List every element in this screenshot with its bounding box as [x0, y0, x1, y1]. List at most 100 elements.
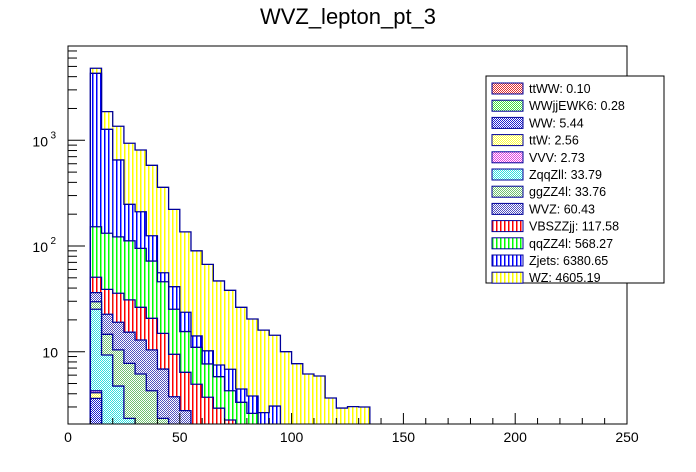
- bar: [269, 406, 281, 424]
- series-WW: [89, 397, 103, 424]
- series-outline: [89, 397, 103, 424]
- legend-label: VBSZZjj: 117.58: [529, 220, 619, 234]
- legend-swatch: [491, 134, 524, 147]
- bar: [168, 354, 180, 424]
- x-tick-label: 50: [172, 429, 188, 445]
- legend-item-WWjjEWK6: WWjjEWK6: 0.28: [491, 99, 625, 113]
- legend-item-VVV: VVV: 2.73: [491, 151, 585, 165]
- series-outline: [89, 291, 192, 424]
- bar: [235, 402, 247, 424]
- legend-item-WW: WW: 5.44: [491, 116, 584, 130]
- bar: [213, 280, 225, 424]
- bar: [224, 419, 236, 424]
- bar: [358, 406, 370, 424]
- legend-item-ZqqZll: ZqqZll: 33.79: [491, 168, 602, 182]
- legend-label: qqZZ4l: 568.27: [529, 237, 613, 251]
- legend-item-qqZZ4l: qqZZ4l: 568.27: [491, 237, 613, 251]
- bar: [135, 374, 147, 424]
- bar: [280, 351, 292, 424]
- series-outline: [89, 67, 371, 424]
- series-outline: [89, 308, 136, 424]
- legend-label: ZqqZll: 33.79: [529, 168, 602, 182]
- legend-swatch: [491, 237, 524, 250]
- bar: [258, 412, 270, 424]
- bar: [202, 264, 214, 424]
- legend-item-ttW: ttW: 2.56: [491, 134, 579, 148]
- histogram-bars: [89, 67, 371, 425]
- bar: [258, 330, 270, 424]
- y-tick-exponent: 2: [50, 236, 56, 247]
- bar: [157, 369, 169, 424]
- bar: [202, 397, 214, 424]
- legend-swatch: [491, 220, 524, 233]
- legend-label: Zjets: 6380.65: [529, 254, 608, 268]
- legend-swatch: [491, 254, 524, 267]
- y-tick-label: 10: [32, 239, 48, 255]
- legend-label: WVZ: 60.43: [529, 202, 595, 216]
- legend-label: WZ: 4605.19: [529, 271, 601, 285]
- x-tick-label: 250: [615, 429, 639, 445]
- series-outline: [89, 72, 282, 424]
- series-outline: [89, 226, 259, 424]
- legend-swatch: [491, 168, 524, 181]
- bar: [112, 386, 124, 424]
- legend-swatch: [491, 116, 524, 129]
- x-tick-label: 200: [504, 429, 528, 445]
- legend-swatch: [491, 271, 524, 284]
- legend-swatch: [491, 82, 524, 95]
- legend-label: WWjjEWK6: 0.28: [529, 99, 625, 113]
- bar: [313, 375, 326, 424]
- legend-item-VBSZZjj: VBSZZjj: 117.58: [491, 220, 619, 234]
- bar: [123, 418, 136, 424]
- legend-item-ttWW: ttWW: 0.10: [491, 82, 591, 96]
- bar: [224, 290, 236, 424]
- y-tick-exponent: 3: [50, 130, 56, 141]
- bar: [146, 390, 158, 424]
- chart-title: WVZ_lepton_pt_3: [259, 4, 437, 29]
- bar: [246, 318, 259, 424]
- bar: [213, 376, 225, 424]
- legend-label: ttW: 2.56: [529, 134, 579, 148]
- bar: [101, 354, 113, 424]
- y-tick-label: 10: [32, 133, 48, 149]
- bar: [190, 384, 203, 424]
- bar: [235, 307, 247, 424]
- series-outline: [89, 276, 237, 424]
- legend-swatch: [491, 151, 524, 164]
- bar: [302, 374, 314, 424]
- legend-item-Zjets: Zjets: 6380.65: [491, 254, 608, 268]
- legend-label: ttWW: 0.10: [529, 82, 591, 96]
- legend-label: WW: 5.44: [529, 116, 584, 130]
- bar: [246, 413, 259, 424]
- legend-item-WVZ: WVZ: 60.43: [491, 202, 595, 216]
- bar: [291, 363, 303, 424]
- bar: [246, 395, 259, 424]
- bar: [90, 398, 102, 424]
- bar: [336, 408, 348, 424]
- x-tick-label: 100: [280, 429, 304, 445]
- bar: [213, 408, 225, 424]
- bar: [325, 397, 337, 424]
- bar: [146, 349, 158, 424]
- bar: [224, 390, 236, 424]
- legend-swatch: [491, 185, 524, 198]
- legend-label: VVV: 2.73: [529, 151, 585, 165]
- legend-swatch: [491, 99, 524, 112]
- y-tick-label: 10: [42, 345, 58, 361]
- x-tick-label: 150: [392, 429, 416, 445]
- bar: [123, 363, 136, 424]
- legend-item-WZ: WZ: 4605.19: [491, 271, 601, 285]
- legend: ttWW: 0.10 WWjjEWK6: 0.28 WW: 5.44 ttW: 2.5…: [485, 75, 665, 285]
- bar: [179, 410, 191, 424]
- bar: [90, 309, 102, 424]
- bar: [347, 406, 359, 424]
- x-tick-label: 0: [64, 429, 72, 445]
- legend-item-ggZZ4l: ggZZ4l: 33.76: [491, 185, 606, 199]
- series-ZqqZll: [89, 308, 136, 424]
- bar: [168, 396, 180, 424]
- bar: [269, 335, 281, 424]
- bar: [202, 363, 214, 424]
- legend-label: ggZZ4l: 33.76: [529, 185, 606, 199]
- bar: [157, 418, 169, 424]
